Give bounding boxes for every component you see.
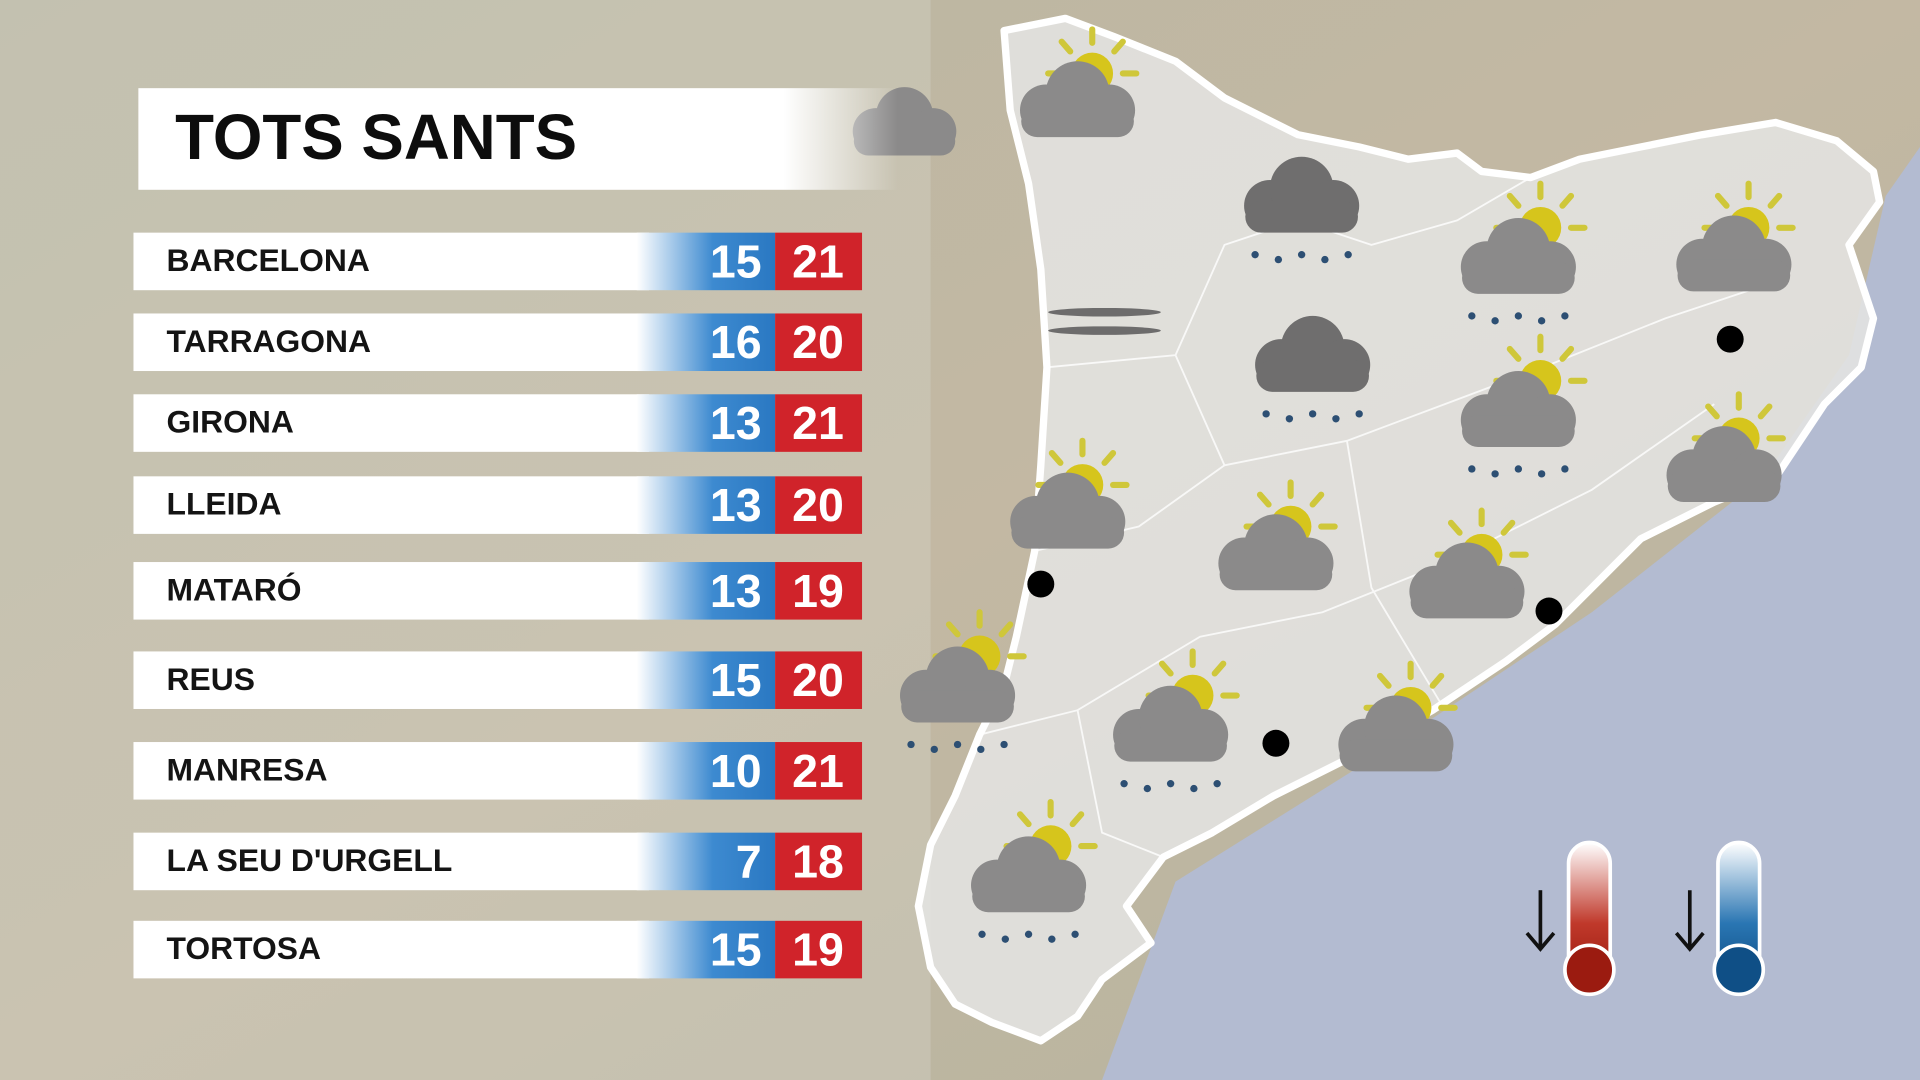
max-temp: 19 (792, 565, 844, 617)
min-temp: 15 (710, 654, 762, 706)
table-row: MANRESA 10 21 (133, 742, 863, 800)
city-dots (1027, 325, 1744, 757)
min-temp: 13 (710, 565, 762, 617)
min-cell (636, 394, 776, 452)
title-box (138, 88, 898, 190)
city-name: MATARÓ (167, 571, 302, 607)
min-cell (636, 742, 776, 800)
max-temp: 19 (792, 924, 844, 976)
max-cell (775, 394, 863, 452)
max-cell (775, 562, 863, 620)
max-temp: 21 (792, 397, 844, 449)
max-temp: 21 (792, 745, 844, 797)
city-name: BARCELONA (167, 242, 370, 278)
table-row: LLEIDA 13 20 (133, 476, 863, 534)
max-cell (775, 920, 863, 979)
max-temp: 20 (792, 654, 844, 706)
min-temp: 13 (710, 397, 762, 449)
min-temp: 13 (710, 479, 762, 531)
min-temp: 16 (710, 316, 762, 368)
thermometer-red (1563, 840, 1616, 997)
min-cell (636, 651, 776, 709)
max-cell (775, 651, 863, 709)
row-bg (133, 651, 649, 709)
table-row: GIRONA 13 21 (133, 394, 863, 452)
min-cell (636, 313, 776, 372)
row-bg (133, 742, 649, 800)
table-row: REUS 15 20 (133, 651, 863, 709)
city-dot (1535, 597, 1563, 625)
min-temp: 7 (736, 835, 762, 887)
city-name: GIRONA (167, 404, 294, 440)
row-bg (133, 313, 649, 372)
row-bg (133, 394, 649, 452)
max-cell (775, 742, 863, 800)
max-temp: 20 (792, 316, 844, 368)
city-dot (1262, 729, 1290, 757)
min-cell (636, 832, 776, 891)
max-temp: 18 (792, 835, 844, 887)
arrow-down (1674, 890, 1705, 952)
row-bg (133, 476, 649, 534)
min-temp: 15 (710, 235, 762, 287)
min-temp: 15 (710, 924, 762, 976)
max-temp: 20 (792, 479, 844, 531)
min-cell (636, 232, 776, 291)
city-name: LLEIDA (167, 486, 282, 522)
city-name: REUS (167, 661, 255, 697)
max-cell (775, 313, 863, 372)
title: TOTS SANTS (175, 102, 577, 173)
min-cell (636, 476, 776, 534)
legend-thermometers (1525, 840, 1766, 997)
min-temp: 10 (710, 745, 762, 797)
table-row: BARCELONA 15 21 (133, 232, 863, 291)
table-row: MATARÓ 13 19 (133, 562, 863, 620)
max-cell (775, 832, 863, 891)
forecast-table: BARCELONA 15 21 TARRAGONA 16 20 GIRONA 13 21 LLEI… (133, 232, 863, 979)
row-bg (133, 832, 649, 891)
table-row: TARRAGONA 16 20 (133, 313, 863, 372)
max-temp: 21 (792, 235, 844, 287)
weather-icons (852, 29, 1793, 942)
thermometer-blue (1712, 840, 1766, 997)
max-cell (775, 232, 863, 291)
city-name: TARRAGONA (167, 323, 372, 359)
row-bg (133, 232, 649, 291)
arrow-down (1525, 890, 1556, 952)
city-dot (1027, 570, 1055, 598)
row-bg (133, 562, 649, 620)
icon-fog (1048, 307, 1161, 335)
city-name: MANRESA (167, 751, 328, 787)
city-dot (1716, 325, 1744, 353)
min-cell (636, 920, 776, 979)
table-row: LA SEU D'URGELL 7 18 (133, 832, 863, 891)
table-row: TORTOSA 15 19 (133, 920, 863, 979)
max-cell (775, 476, 863, 534)
min-cell (636, 562, 776, 620)
city-name: LA SEU D'URGELL (167, 842, 453, 878)
city-name: TORTOSA (167, 930, 321, 966)
sea (1102, 146, 1920, 1080)
row-bg (133, 920, 649, 979)
